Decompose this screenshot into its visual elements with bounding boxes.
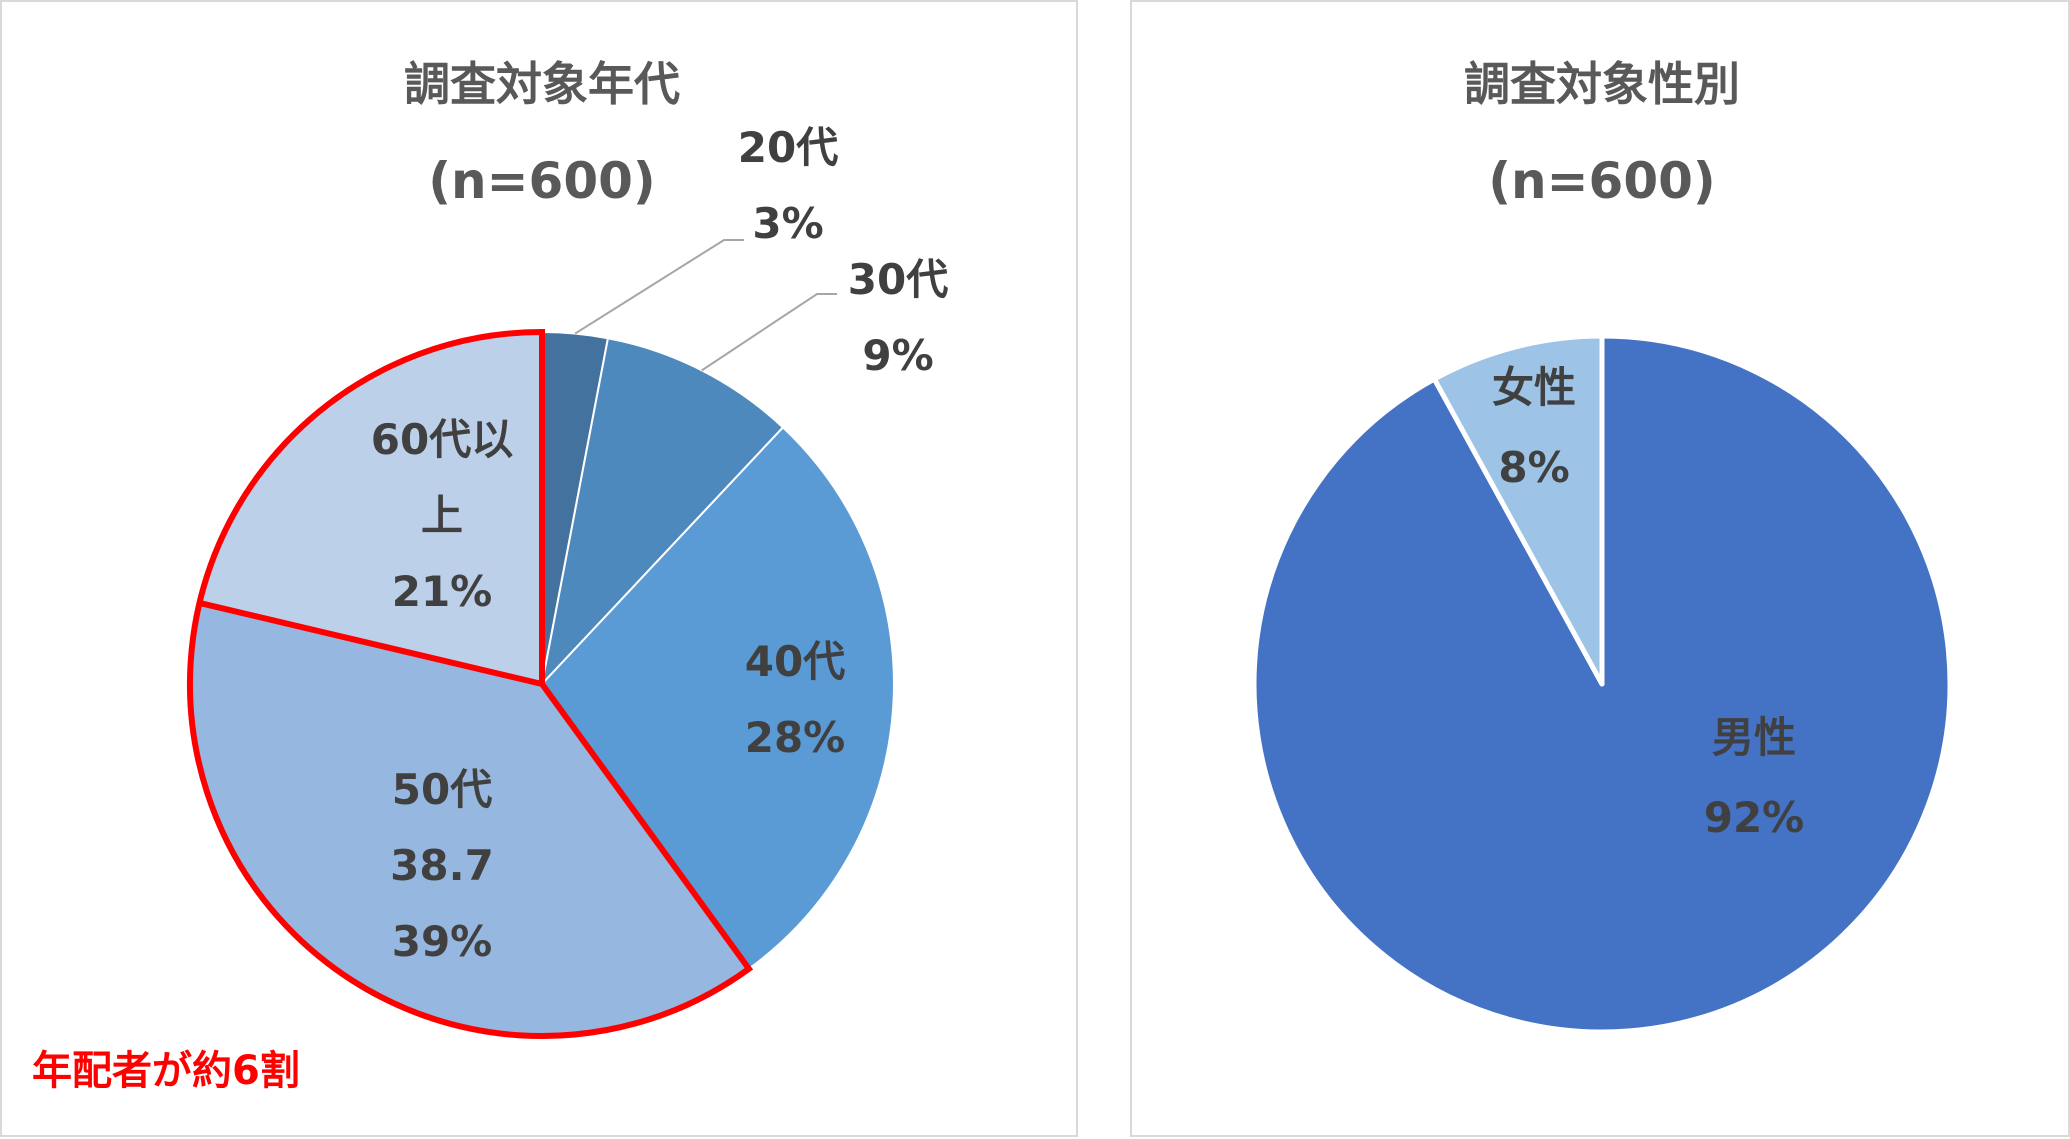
data-label-age-4: 60代以上 21% <box>371 415 513 616</box>
leader-line-age-0 <box>574 239 744 335</box>
pie-slice-age-1 <box>540 337 785 688</box>
data-label-gender-1: 女性 8% <box>1492 363 1576 492</box>
leader-line-age-1 <box>701 293 837 372</box>
data-label-age-0: 20代 3% <box>738 123 838 248</box>
data-label-age-2: 40代 28% <box>745 637 846 762</box>
gender-chart-title: 調査対象性別 <box>1464 57 1740 111</box>
data-label-gender-0: 男性 92% <box>1704 713 1805 842</box>
gender-pie-chart: 調査対象性別 (n=600) 男性 92% 女性 8% <box>1251 57 1953 1035</box>
age-pie-chart: 調査対象年代 (n=600) 20代 3%30代 9% 40代 28% 50代 38.7 39… <box>32 57 948 1094</box>
age-chart-subtitle: (n=600) <box>428 152 656 210</box>
pie-slice-age-2 <box>540 425 895 971</box>
data-label-age-1: 30代 9% <box>848 255 948 380</box>
highlight-divider <box>198 599 543 687</box>
elderly-annotation: 年配者が約6割 <box>32 1048 300 1094</box>
data-label-age-3: 50代 38.7 39% <box>390 765 494 966</box>
highlight-outline-elderly <box>187 328 754 1039</box>
age-chart-panel: 調査対象年代 (n=600) 20代 3% 30代 9% 40代 28% 50代 38.7 39… <box>0 0 1078 1137</box>
pie-slice-gender-1 <box>1431 333 1605 687</box>
gender-chart-subtitle: (n=600) <box>1488 152 1716 210</box>
age-chart-title: 調査対象年代 <box>404 57 680 111</box>
gender-chart-panel: 調査対象性別 (n=600) 男性 92% 女性 8% <box>1130 0 2070 1137</box>
